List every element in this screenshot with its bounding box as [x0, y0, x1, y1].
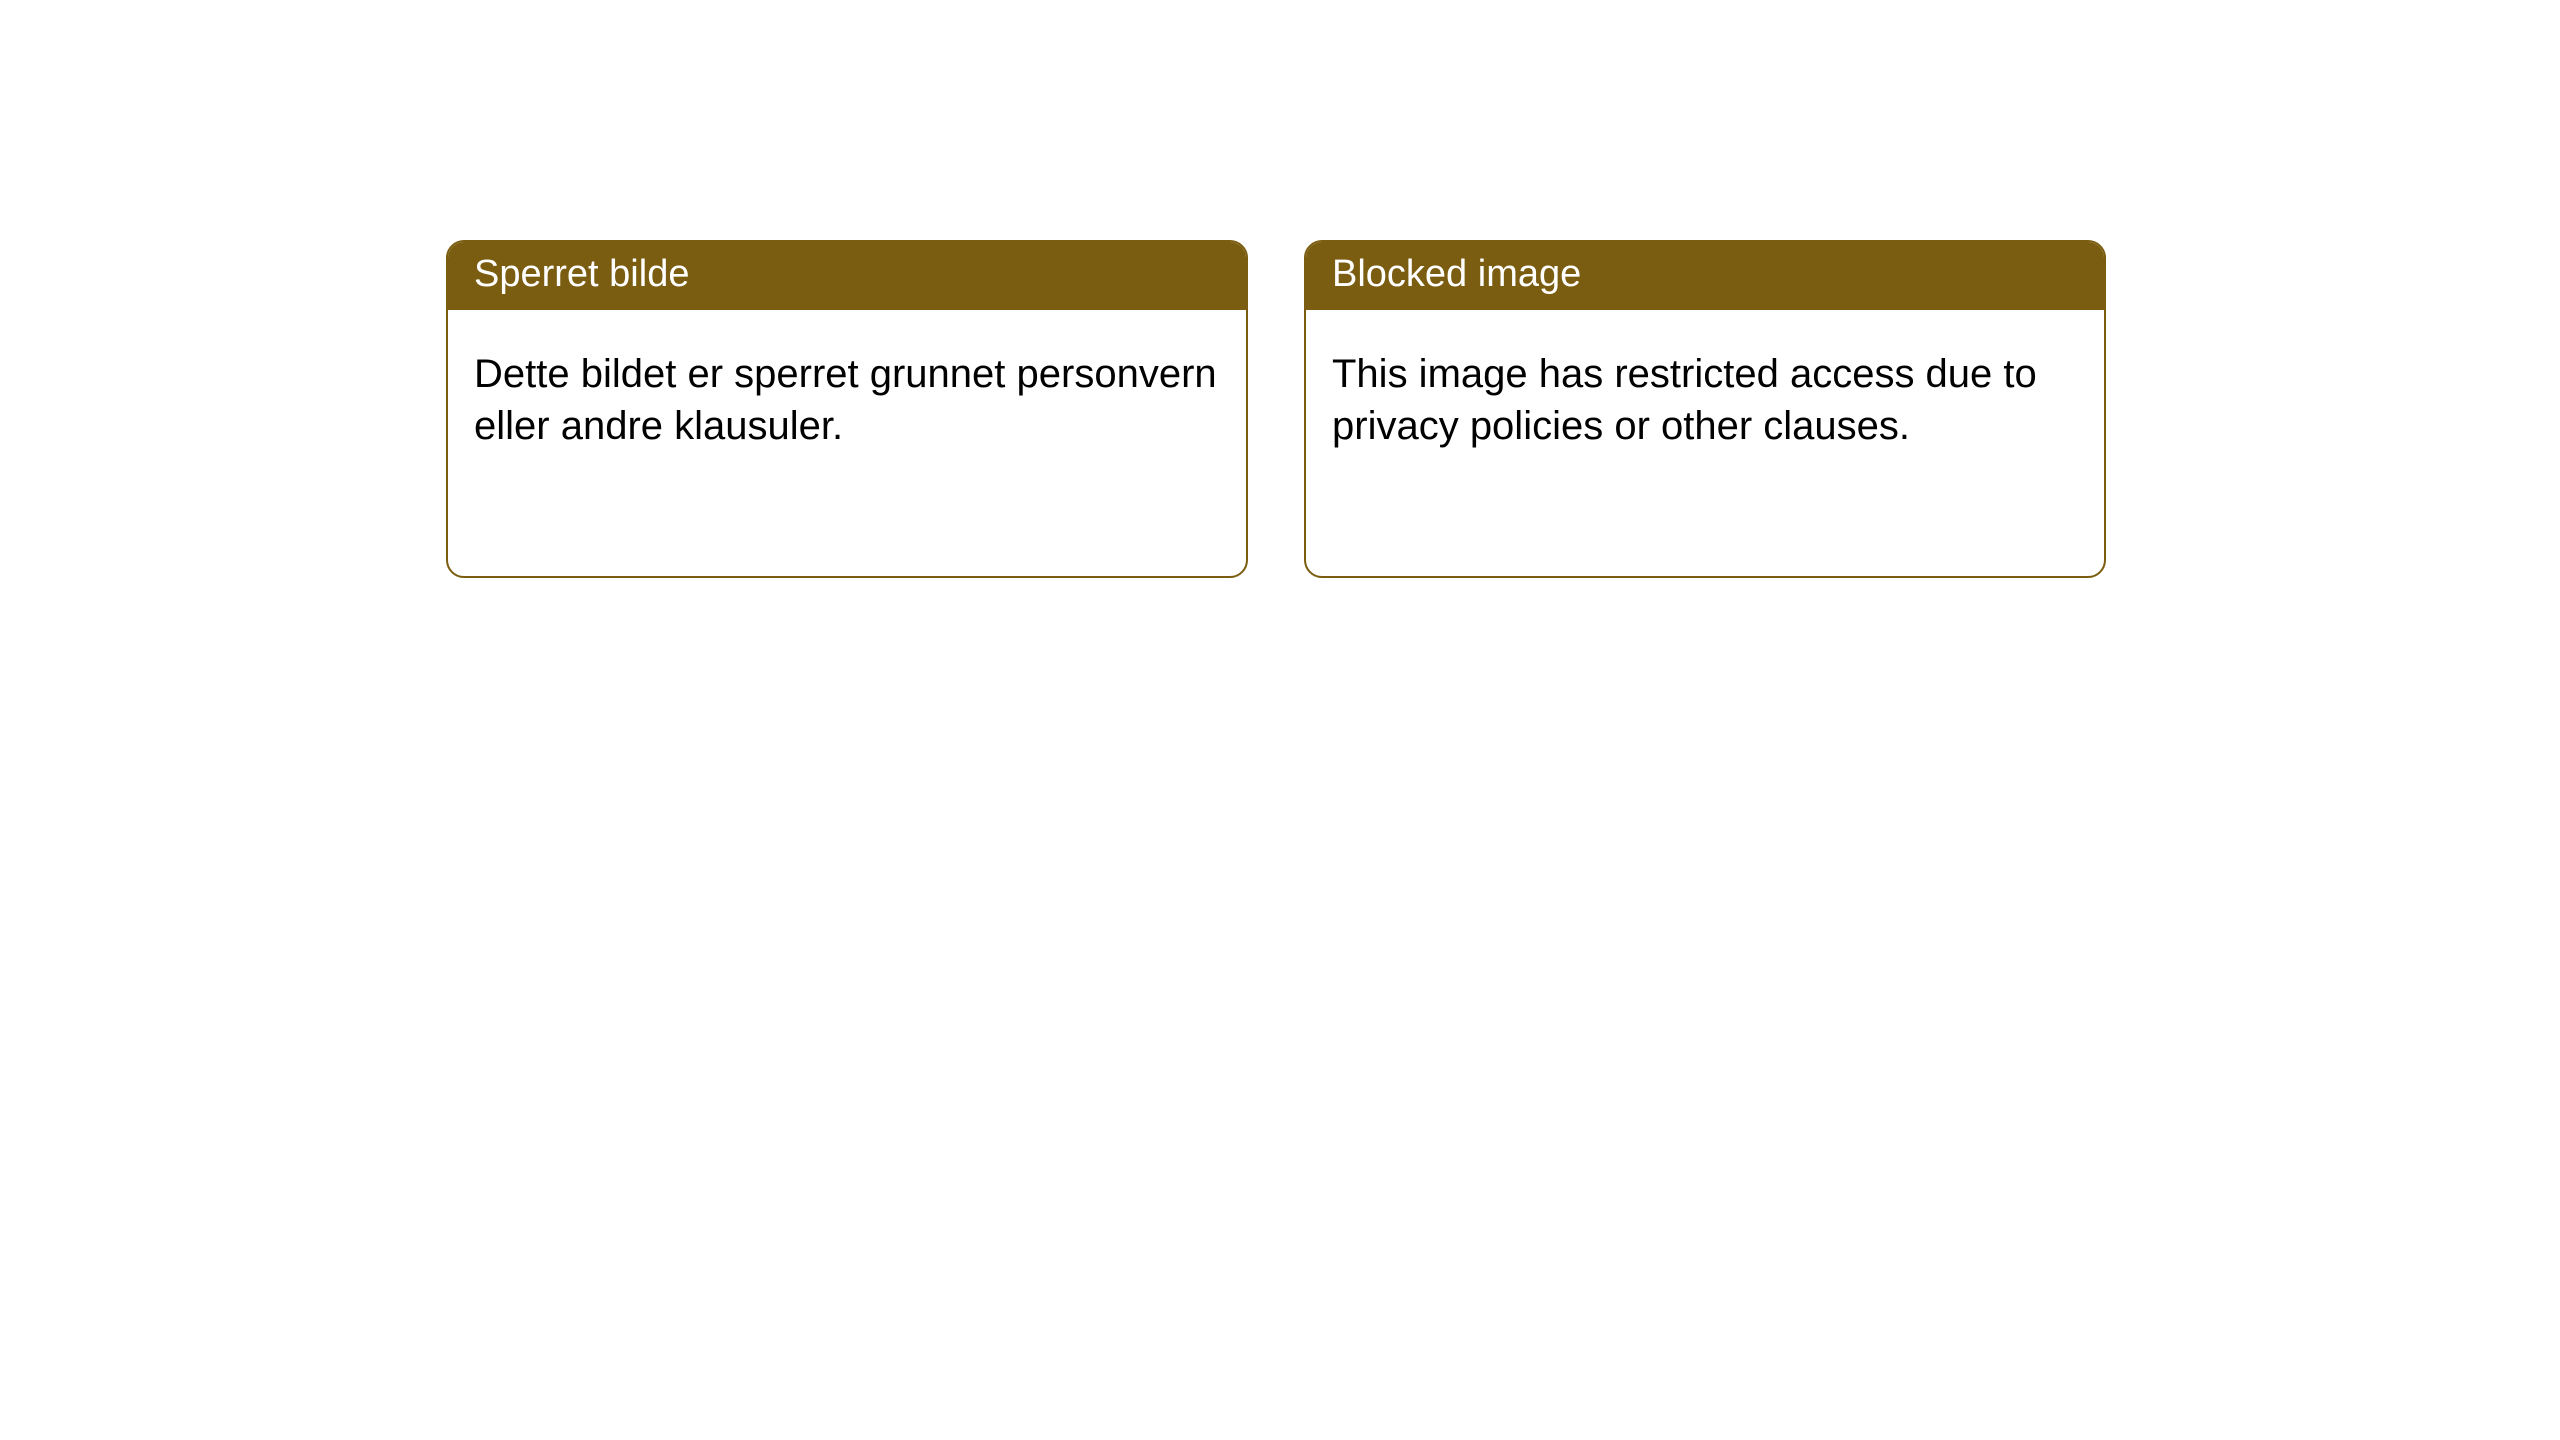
notice-header-en: Blocked image	[1306, 242, 2104, 310]
notice-container: Sperret bilde Dette bildet er sperret gr…	[0, 0, 2560, 578]
notice-card-en: Blocked image This image has restricted …	[1304, 240, 2106, 578]
notice-card-no: Sperret bilde Dette bildet er sperret gr…	[446, 240, 1248, 578]
notice-body-en: This image has restricted access due to …	[1306, 310, 2104, 478]
notice-body-no: Dette bildet er sperret grunnet personve…	[448, 310, 1246, 478]
notice-header-no: Sperret bilde	[448, 242, 1246, 310]
